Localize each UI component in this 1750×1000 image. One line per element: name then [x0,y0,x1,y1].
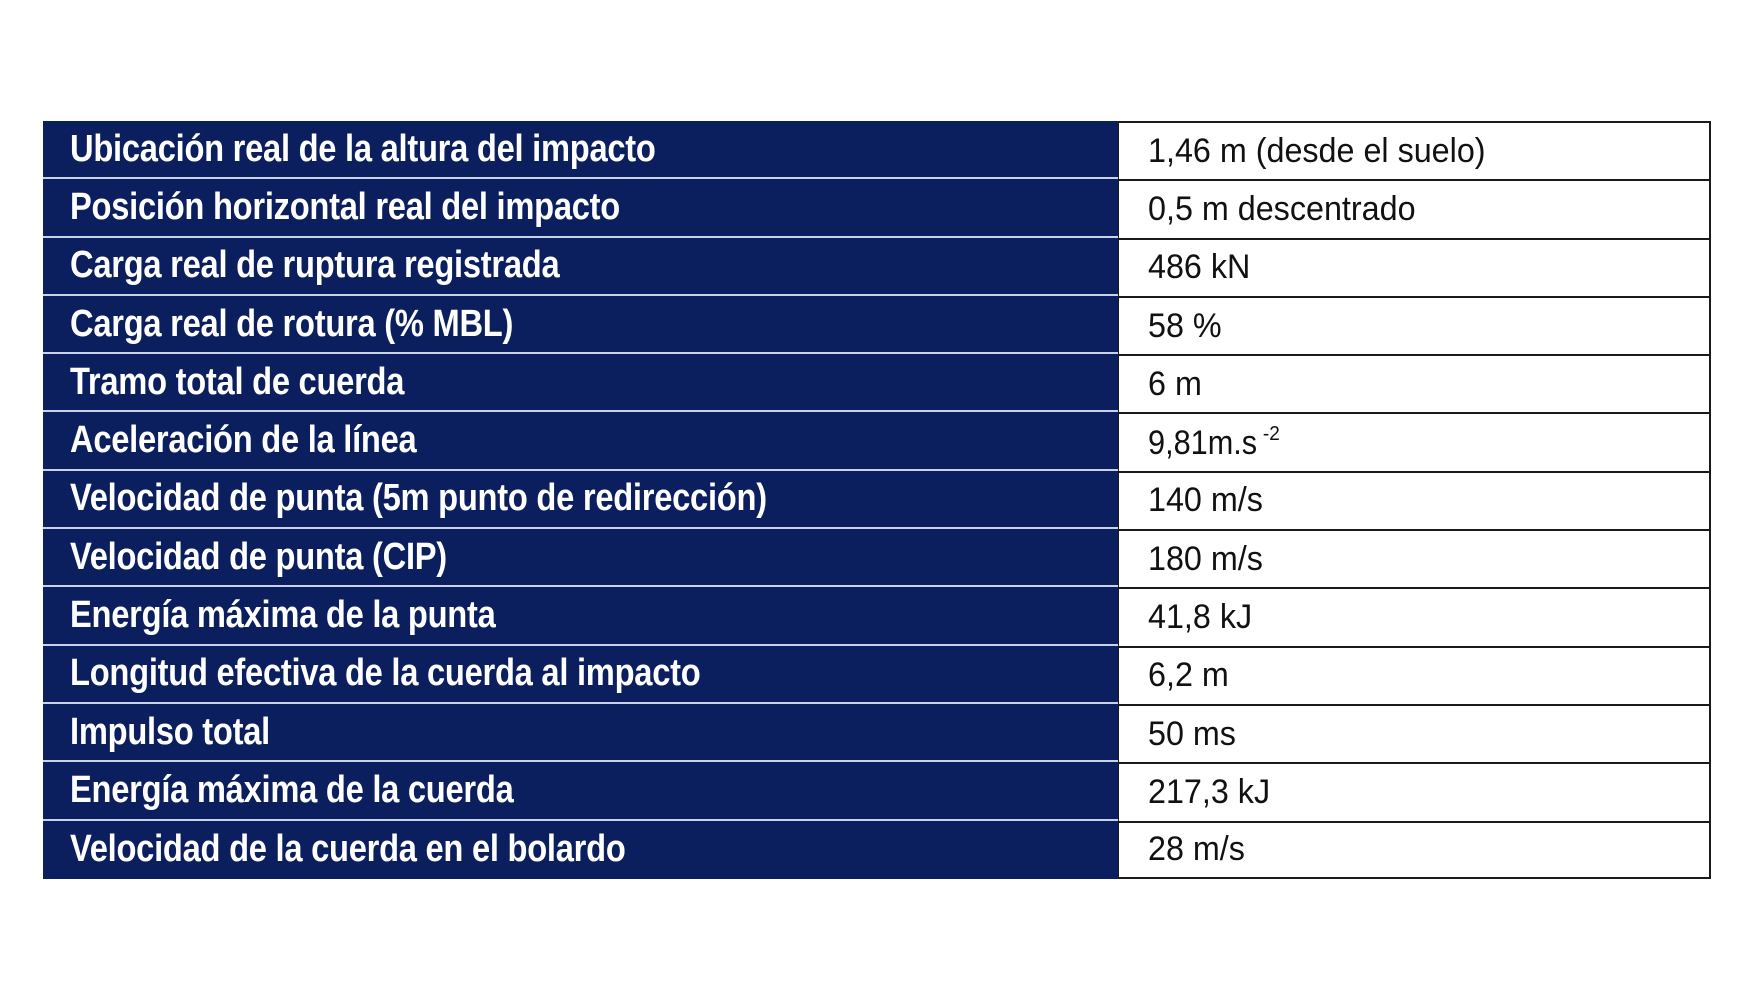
row-value-cell: 28 m/s [1118,820,1711,879]
row-label: Velocidad de la cuerda en el bolardo [70,828,626,871]
row-value-cell: 217,3 kJ [1118,762,1711,821]
table-row: Tramo total de cuerda 6 m [43,354,1711,413]
row-label-cell: Tramo total de cuerda [43,354,1118,413]
row-value: 6,2 m [1148,656,1229,695]
row-value-base: 9,81m.s [1148,423,1258,462]
table-row: Longitud efectiva de la cuerda al impact… [43,645,1711,704]
row-value: 9,81m.s -2 [1148,423,1280,463]
row-value: 486 kN [1148,248,1251,287]
row-label: Posición horizontal real del impacto [70,185,621,228]
row-value-cell: 0,5 m descentrado [1118,179,1711,238]
row-label: Aceleración de la línea [70,419,417,462]
table-row: Carga real de rotura (% MBL) 58 % [43,295,1711,355]
row-label: Velocidad de punta (5m punto de redirecc… [70,477,767,520]
table-row: Velocidad de punta (5m punto de redirecc… [43,470,1711,530]
row-label: Energía máxima de la punta [70,594,496,637]
table-row: Velocidad de la cuerda en el bolardo 28 … [43,820,1711,879]
table-row: Impulso total 50 ms [43,703,1711,763]
row-value: 58 % [1148,306,1222,345]
row-label-cell: Ubicación real de la altura del impacto [43,121,1118,180]
row-value-cell: 6,2 m [1118,645,1711,704]
row-label-cell: Velocidad de punta (CIP) [43,529,1118,588]
row-label-cell: Energía máxima de la cuerda [43,762,1118,821]
row-value-cell: 180 m/s [1118,529,1711,588]
table-row: Posición horizontal real del impacto 0,5… [43,179,1711,238]
row-value-cell: 50 ms [1118,703,1711,763]
table-row: Ubicación real de la altura del impacto … [43,121,1711,180]
row-label: Carga real de ruptura registrada [70,244,560,287]
row-value-cell: 1,46 m (desde el suelo) [1118,121,1711,180]
row-value: 6 m [1148,364,1202,403]
row-value-exponent: -2 [1262,422,1280,445]
row-label: Velocidad de punta (CIP) [70,535,447,578]
table-row: Aceleración de la línea 9,81m.s -2 [43,412,1711,471]
row-value: 28 m/s [1148,830,1245,869]
row-label-cell: Aceleración de la línea [43,412,1118,471]
row-value: 140 m/s [1148,481,1263,520]
row-value-cell: 9,81m.s -2 [1118,412,1711,471]
row-label-cell: Impulso total [43,703,1118,763]
row-label: Carga real de rotura (% MBL) [70,302,514,345]
row-label: Energía máxima de la cuerda [70,768,514,811]
row-value-cell: 486 kN [1118,237,1711,296]
row-label-cell: Velocidad de punta (5m punto de redirecc… [43,470,1118,530]
row-label-cell: Carga real de ruptura registrada [43,237,1118,296]
table-row: Energía máxima de la cuerda 217,3 kJ [43,762,1711,821]
row-value: 50 ms [1148,714,1236,753]
row-label-cell: Energía máxima de la punta [43,587,1118,646]
table-row: Energía máxima de la punta 41,8 kJ [43,587,1711,646]
row-value-cell: 58 % [1118,295,1711,355]
row-label-cell: Carga real de rotura (% MBL) [43,295,1118,355]
row-value: 1,46 m (desde el suelo) [1148,131,1486,170]
table-row: Velocidad de punta (CIP) 180 m/s [43,529,1711,588]
row-value: 0,5 m descentrado [1148,189,1416,228]
row-value: 180 m/s [1148,539,1263,578]
row-label: Ubicación real de la altura del impacto [70,127,656,170]
row-value-cell: 41,8 kJ [1118,587,1711,646]
row-label-cell: Longitud efectiva de la cuerda al impact… [43,645,1118,704]
row-label: Tramo total de cuerda [70,360,405,403]
impact-data-table: Ubicación real de la altura del impacto … [43,121,1711,879]
row-label-cell: Velocidad de la cuerda en el bolardo [43,820,1118,879]
row-value-cell: 6 m [1118,354,1711,413]
row-value: 217,3 kJ [1148,772,1271,811]
row-value-cell: 140 m/s [1118,470,1711,530]
row-value: 41,8 kJ [1148,598,1253,637]
row-label-cell: Posición horizontal real del impacto [43,179,1118,238]
row-label: Impulso total [70,710,270,753]
row-label: Longitud efectiva de la cuerda al impact… [70,652,701,695]
table-row: Carga real de ruptura registrada 486 kN [43,237,1711,296]
